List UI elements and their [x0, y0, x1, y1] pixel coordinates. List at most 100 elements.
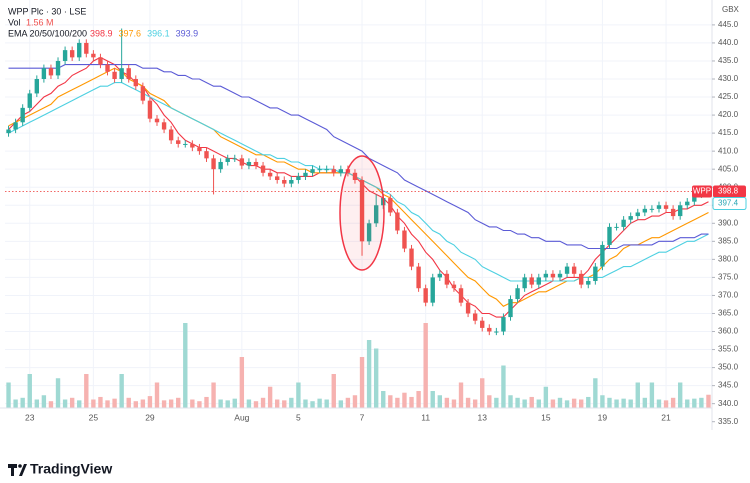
volume-bar: [373, 348, 379, 408]
candle-body: [543, 273, 549, 278]
brand-icon-dot: [18, 464, 22, 468]
volume-bar: [317, 398, 322, 408]
ema-line: [8, 82, 709, 282]
candle-body: [317, 169, 322, 171]
candle-body: [77, 42, 82, 58]
y-tick-label: 360.0: [718, 327, 739, 336]
volume-bar: [593, 378, 598, 408]
volume-bar: [55, 378, 61, 408]
y-tick-label: 385.0: [718, 236, 739, 245]
volume-bar: [586, 396, 591, 408]
y-tick-label: 380.0: [718, 254, 739, 263]
y-tick-label: 410.0: [718, 146, 739, 155]
candle-body: [140, 86, 146, 101]
x-tick-label: 13: [477, 412, 487, 422]
volume-bar: [529, 396, 534, 408]
x-tick-label: Aug: [234, 412, 249, 422]
brand-icon: [8, 464, 27, 476]
candle-body: [197, 147, 202, 152]
volume-bar: [579, 399, 584, 408]
volume-bar: [338, 400, 344, 408]
y-tick-label: 440.0: [718, 38, 739, 47]
volume-bar: [472, 399, 478, 408]
volume-bar: [232, 398, 237, 408]
volume-bar: [303, 399, 308, 408]
indicator-label: EMA 20/50/100/200: [8, 28, 87, 38]
volume-bar: [204, 396, 209, 408]
ema-layer: [8, 56, 709, 318]
volume-bar: [27, 374, 32, 408]
candle-body: [161, 122, 167, 130]
volume-bar: [381, 391, 386, 408]
candle-body: [154, 118, 160, 123]
volume-bar: [677, 382, 683, 408]
legend-value: 397.6: [119, 28, 142, 38]
candle-body: [571, 266, 577, 274]
volume-bar: [437, 395, 442, 408]
volume-bar: [77, 400, 82, 408]
candle-body: [275, 176, 280, 181]
volume-bar: [635, 382, 640, 408]
volume-bar: [20, 397, 25, 408]
volume-bar: [211, 382, 216, 408]
volume-bar: [402, 392, 407, 408]
candle-body: [20, 107, 25, 123]
grid: [5, 0, 712, 408]
volume-bar: [260, 397, 266, 408]
candle-body: [649, 208, 655, 210]
candle-body: [331, 169, 336, 173]
volume-bar: [13, 399, 18, 408]
candle-body: [34, 79, 40, 94]
candle-body: [692, 194, 697, 202]
x-tick-label: 25: [89, 412, 99, 422]
volume-bar: [218, 399, 223, 408]
volume-bar: [501, 365, 506, 408]
volume-bar: [282, 400, 287, 408]
volume-bar: [409, 396, 414, 408]
volume-bar: [176, 397, 181, 408]
volume-bar: [465, 397, 471, 408]
candle-body: [6, 129, 11, 134]
volume-bar: [642, 397, 648, 408]
candle-body: [296, 176, 301, 181]
volume-bar: [571, 398, 577, 408]
candle-body: [550, 273, 556, 278]
x-tick-label: 11: [421, 412, 430, 422]
candle-body: [677, 205, 683, 217]
candle-body: [685, 201, 690, 206]
volume-bar: [91, 399, 96, 408]
candle-body: [621, 219, 626, 227]
ticker-tag-bg: [692, 185, 712, 198]
y-tick-label: 375.0: [718, 273, 739, 282]
volume-bar: [699, 397, 704, 408]
candle-body: [225, 158, 230, 162]
candle-body: [529, 277, 534, 285]
candle-body: [282, 180, 287, 184]
volume-bar: [444, 397, 450, 408]
candle-body: [522, 277, 527, 289]
candle-body: [48, 68, 54, 76]
candle-body: [366, 223, 372, 242]
brand-logo: TradingView: [8, 461, 112, 477]
candle-body: [176, 140, 181, 144]
volume-bar: [126, 397, 131, 408]
volume-bar: [48, 401, 54, 408]
volume-bar: [154, 382, 160, 408]
volume-bar: [395, 397, 400, 408]
ema-line: [8, 64, 709, 250]
y-tick-label: 340.0: [718, 399, 739, 408]
second-price-tag-bg: [712, 197, 747, 211]
candle-body: [190, 143, 195, 148]
volume-bar: [480, 378, 485, 408]
candle-body: [465, 302, 471, 314]
volume-bar: [487, 395, 492, 408]
volume-bar: [275, 399, 280, 408]
candle-body: [458, 288, 464, 303]
volume-bar: [133, 401, 138, 408]
candle-body: [607, 226, 612, 245]
candle-body: [359, 180, 365, 242]
volume-bar: [69, 397, 75, 408]
volume-bar: [119, 374, 124, 408]
volume-bar: [508, 395, 513, 408]
volume-bar: [607, 397, 612, 408]
